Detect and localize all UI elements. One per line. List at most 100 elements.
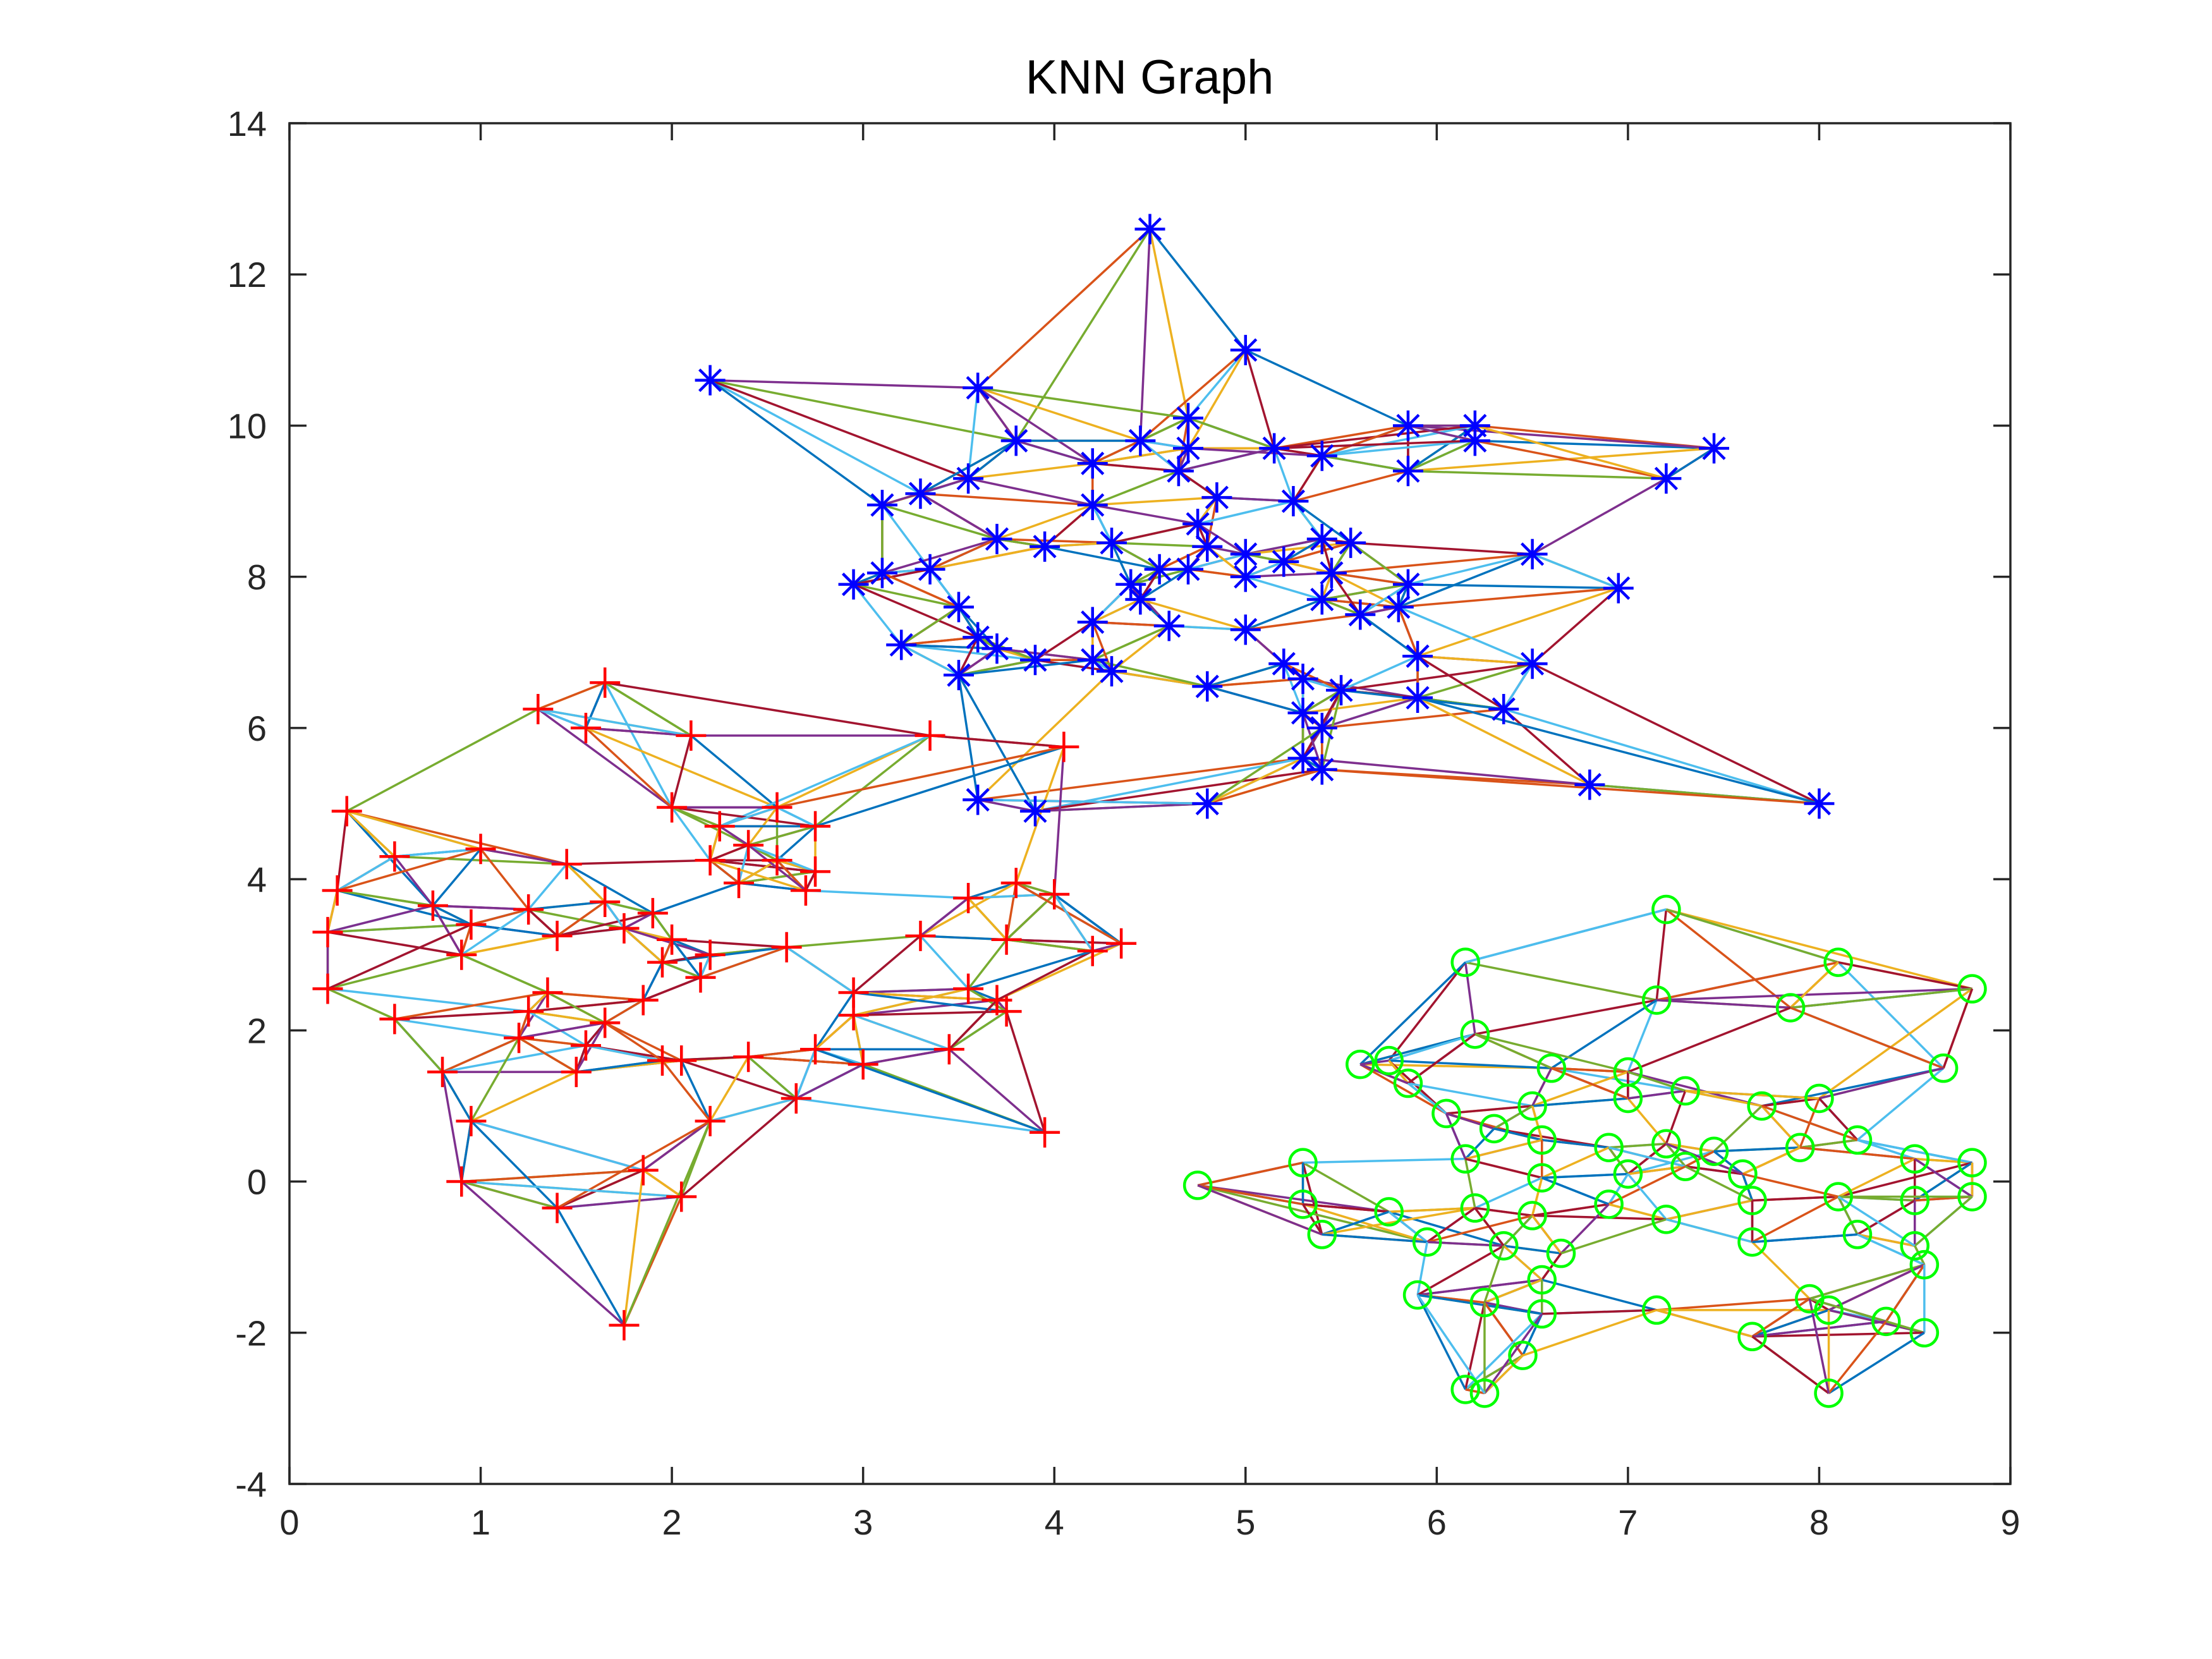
- plus-point: [456, 1105, 487, 1136]
- asterisk-point: [1326, 675, 1357, 706]
- knn-edge: [1407, 553, 1533, 586]
- plus-point: [513, 894, 544, 925]
- plus-point: [762, 792, 793, 823]
- knn-edge: [1197, 500, 1294, 525]
- knn-edge: [604, 999, 644, 1024]
- circle-point: [1393, 1068, 1423, 1098]
- knn-edge: [1531, 553, 1619, 590]
- knn-edge: [1464, 1127, 1495, 1160]
- knn-edge: [852, 1015, 865, 1065]
- knn-edge: [1397, 606, 1419, 657]
- asterisk-point: [1278, 486, 1309, 517]
- knn-edge: [977, 228, 1151, 389]
- knn-edge: [1819, 1067, 1944, 1100]
- knn-edge: [1474, 1206, 1533, 1217]
- knn-edge: [1303, 1157, 1466, 1164]
- x-tick-label: 9: [2000, 1502, 2020, 1542]
- knn-edge: [1207, 678, 1303, 688]
- asterisk-point: [1163, 456, 1194, 487]
- plus-point: [446, 1166, 477, 1197]
- knn-edge: [997, 538, 1112, 544]
- knn-edge: [1111, 542, 1160, 571]
- knn-edge: [976, 670, 1113, 801]
- knn-edge: [1407, 447, 1715, 472]
- knn-edge: [1656, 987, 1972, 1002]
- knn-edge: [1206, 662, 1284, 688]
- knn-edge: [1016, 882, 1055, 896]
- knn-edge: [1177, 447, 1189, 471]
- knn-edge: [1742, 1172, 1839, 1198]
- knn-edge: [1111, 670, 1208, 688]
- circle-point: [1814, 1378, 1844, 1408]
- knn-edge: [1206, 757, 1304, 805]
- plus-point: [733, 1042, 764, 1073]
- knn-edge: [977, 757, 1303, 801]
- circle-point: [1488, 1231, 1519, 1261]
- knn-edge: [1666, 1143, 1715, 1153]
- knn-edge: [853, 583, 902, 646]
- knn-edge: [1426, 1214, 1533, 1243]
- knn-edge: [920, 492, 998, 540]
- asterisk-point: [1699, 433, 1730, 464]
- knn-edge: [795, 1063, 864, 1100]
- circle-point: [1450, 1144, 1480, 1174]
- knn-edge: [1322, 598, 1361, 616]
- knn-edge: [901, 643, 997, 650]
- knn-edge: [1303, 696, 1418, 714]
- plus-point: [1030, 1117, 1060, 1148]
- knn-edge: [337, 889, 471, 926]
- knn-edge: [700, 946, 787, 979]
- knn-edge: [1303, 757, 1590, 786]
- circle-point: [1182, 1170, 1213, 1200]
- plus-point: [905, 920, 936, 951]
- knn-edge: [442, 1044, 586, 1073]
- knn-edge: [853, 583, 978, 638]
- knn-edge: [1502, 663, 1534, 710]
- knn-edge: [1303, 1203, 1428, 1243]
- knn-edge: [1713, 1150, 1744, 1175]
- plus-point: [590, 886, 621, 917]
- plus-point: [570, 712, 601, 743]
- knn-edge: [1837, 1196, 1916, 1247]
- knn-edge: [461, 1169, 643, 1183]
- y-tick-label: 8: [247, 557, 267, 597]
- knn-edge: [671, 939, 702, 978]
- x-tick-label: 6: [1427, 1502, 1447, 1542]
- knn-edge: [1340, 662, 1533, 691]
- knn-edge: [1665, 447, 1715, 480]
- knn-edge: [1665, 1143, 1686, 1167]
- knn-edge: [327, 931, 462, 956]
- plus-point: [647, 1045, 678, 1076]
- x-tick-label: 1: [471, 1502, 490, 1542]
- plus-point: [637, 897, 668, 928]
- knn-edge: [1273, 447, 1295, 502]
- knn-edge: [527, 992, 549, 1012]
- asterisk-point: [1306, 712, 1337, 743]
- knn-edge: [537, 708, 586, 729]
- knn-edge: [1417, 696, 1820, 805]
- x-tick-label: 2: [662, 1502, 682, 1542]
- plus-point: [542, 920, 573, 951]
- knn-edge: [1292, 470, 1409, 502]
- asterisk-point: [1019, 645, 1050, 676]
- knn-edge: [585, 1044, 663, 1062]
- plus-point: [800, 1034, 831, 1065]
- knn-edge: [623, 927, 711, 956]
- knn-edge: [1474, 1033, 1629, 1073]
- knn-edge: [1197, 1161, 1303, 1187]
- circle-point: [1594, 1133, 1624, 1162]
- knn-edge: [1206, 685, 1304, 714]
- asterisk-point: [695, 365, 726, 396]
- circle-point: [1747, 1091, 1777, 1121]
- knn-edge: [518, 1036, 577, 1073]
- circle-point: [1728, 1159, 1758, 1189]
- knn-edge: [1110, 542, 1132, 585]
- knn-edge: [1541, 1139, 1609, 1149]
- circle-point: [1508, 1340, 1538, 1370]
- asterisk-point: [1000, 425, 1031, 456]
- plus-point: [513, 996, 544, 1027]
- knn-edge: [699, 954, 712, 978]
- asterisk-point: [1144, 554, 1175, 585]
- asterisk-point: [1287, 664, 1318, 695]
- knn-edge: [710, 859, 806, 892]
